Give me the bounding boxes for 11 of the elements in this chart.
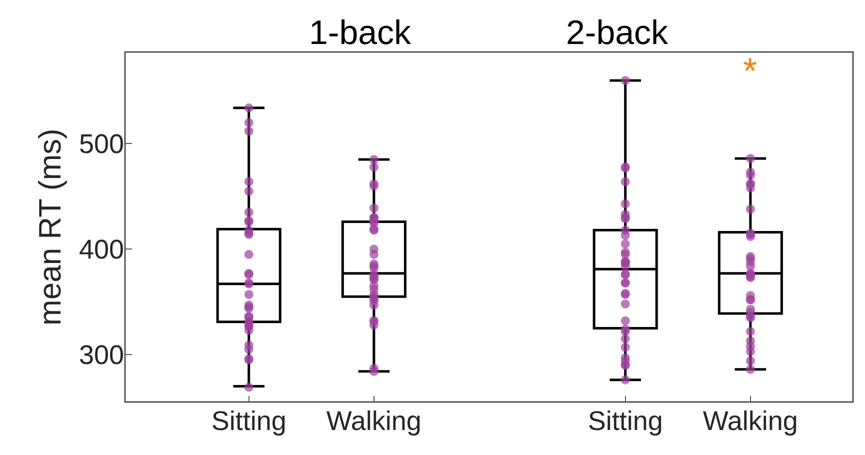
y-axis-title: mean RT (ms) — [32, 128, 68, 326]
x-tick-label: Walking — [326, 406, 422, 436]
y-tick-label: 300 — [78, 340, 124, 370]
y-tick-label: 500 — [78, 129, 124, 160]
x-tick-label: Sitting — [588, 406, 663, 436]
y-tick-label: 400 — [78, 234, 124, 265]
chart-title: 1-back — [309, 14, 412, 52]
chart-title: 2-back — [566, 14, 670, 52]
x-tick-label: Walking — [702, 406, 798, 436]
annotation: * — [743, 50, 758, 91]
x-tick-label: Sitting — [211, 406, 286, 436]
